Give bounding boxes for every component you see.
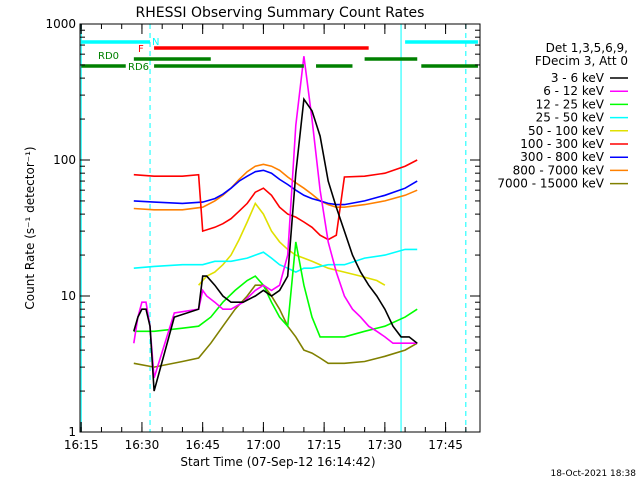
flag-label-n: N [152, 37, 159, 48]
legend-label-7000-15000-kev: 7000 - 15000 keV [497, 177, 604, 191]
legend-label-6-12-kev: 6 - 12 keV [543, 84, 605, 98]
flag-label-rd0: RD0 [98, 51, 119, 62]
series-line-800-7000-kev [133, 163, 418, 211]
x-axis-label: Start Time (07-Sep-12 16:14:42) [180, 455, 375, 469]
plot-area: NF RD0 RD6 [80, 24, 478, 432]
legend-header-line1: Det 1,3,5,6,9, [546, 41, 628, 55]
y-tick-label-1: 1 [68, 425, 76, 439]
flag-label-f: F [138, 44, 144, 55]
legend: Det 1,3,5,6,9, FDecim 3, Att 0 3 - 6 keV… [497, 41, 628, 191]
series-line-12-25-kev [133, 241, 418, 338]
legend-label-25-50-kev: 25 - 50 keV [536, 111, 605, 125]
legend-label-800-7000-kev: 800 - 7000 keV [513, 163, 605, 177]
x-tick-label-16-30: 16:30 [125, 438, 160, 452]
legend-header-line2: FDecim 3, Att 0 [535, 54, 628, 68]
axes: 1 10 100 1000 16:15 16:30 16:45 17:00 17:15 17:30… [45, 17, 481, 452]
x-tick-label-17-30: 17:30 [368, 438, 403, 452]
legend-label-3-6-kev: 3 - 6 keV [551, 71, 605, 85]
legend-label-300-800-kev: 300 - 800 keV [520, 150, 604, 164]
x-tick-label-17-45: 17:45 [428, 438, 463, 452]
series-line-7000-15000-kev [133, 284, 418, 368]
plot-frame [79, 23, 481, 433]
series-line-25-50-kev [133, 248, 418, 273]
legend-label-100-300-kev: 100 - 300 keV [520, 137, 604, 151]
chart-title: RHESSI Observing Summary Count Rates [136, 5, 425, 21]
y-tick-label-10: 10 [61, 289, 76, 303]
footer-timestamp: 18-Oct-2021 18:38 [551, 469, 637, 479]
y-tick-label-1000: 1000 [45, 17, 76, 31]
flag-label-rd6: RD6 [128, 62, 149, 73]
series-line-3-6-kev [133, 96, 418, 392]
y-tick-label-100: 100 [53, 153, 76, 167]
legend-label-50-100-kev: 50 - 100 keV [528, 124, 605, 138]
series-line-100-300-kev [133, 159, 418, 241]
x-tick-label-17-00: 17:00 [246, 438, 281, 452]
legend-label-12-25-kev: 12 - 25 keV [536, 97, 605, 111]
series-line-6-12-kev [133, 56, 418, 379]
x-tick-label-16-45: 16:45 [185, 438, 220, 452]
x-tick-label-17-15: 17:15 [307, 438, 342, 452]
series-line-300-800-kev [133, 169, 418, 206]
x-tick-label-16-15: 16:15 [64, 438, 99, 452]
y-axis-label: Count Rate (s⁻¹ detector⁻¹) [23, 146, 37, 309]
